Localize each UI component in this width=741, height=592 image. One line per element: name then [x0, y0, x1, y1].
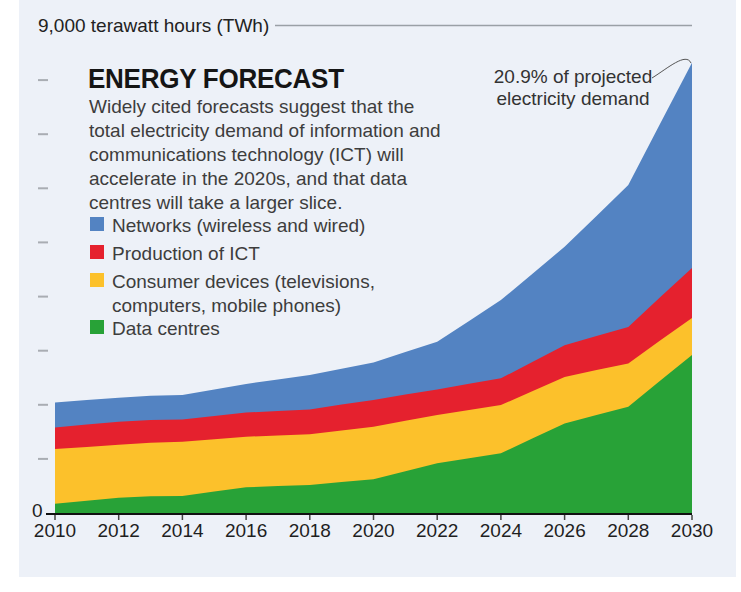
x-tick-label: 2016	[216, 520, 276, 542]
x-tick-label: 2010	[25, 520, 85, 542]
x-tick-label: 2024	[471, 520, 531, 542]
legend-item-production: Production of ICT	[90, 242, 260, 266]
peak-annotation: 20.9% of projected electricity demand	[473, 66, 673, 110]
description-line: total electricity demand of information …	[89, 119, 441, 143]
legend-item-networks: Networks (wireless and wired)	[90, 214, 365, 238]
x-tick-label: 2020	[344, 520, 404, 542]
y-axis-max-label: 9,000 terawatt hours (TWh)	[38, 15, 269, 37]
x-tick-label: 2012	[89, 520, 149, 542]
legend-label: Production of ICT	[112, 242, 260, 266]
description-line: accelerate in the 2020s, and that data	[89, 167, 441, 191]
x-tick-label: 2014	[152, 520, 212, 542]
chart-title: ENERGY FORECAST	[88, 63, 344, 95]
x-tick-label: 2018	[280, 520, 340, 542]
production-swatch	[90, 245, 104, 259]
x-tick-label: 2026	[535, 520, 595, 542]
legend-label: Data centres	[112, 317, 220, 341]
x-tick-label: 2022	[407, 520, 467, 542]
chart-description: Widely cited forecasts suggest that the …	[89, 95, 441, 215]
description-line: communications technology (ICT) will	[89, 143, 441, 167]
legend-label: Networks (wireless and wired)	[112, 214, 365, 238]
legend-item-consumer: Consumer devices (televisions, computers…	[90, 270, 422, 318]
consumer-swatch	[90, 273, 104, 287]
x-tick-label: 2028	[598, 520, 658, 542]
description-line: Widely cited forecasts suggest that the	[89, 95, 441, 119]
networks-swatch	[90, 217, 104, 231]
legend-item-data-centres: Data centres	[90, 317, 220, 341]
annotation-line-2: electricity demand	[473, 88, 673, 110]
description-line: centres will take a larger slice.	[89, 191, 441, 215]
y-axis-zero-label: 0	[32, 500, 43, 522]
data-centres-swatch	[90, 320, 104, 334]
annotation-line-1: 20.9% of projected	[473, 66, 673, 88]
legend-label: Consumer devices (televisions, computers…	[112, 270, 422, 318]
x-tick-label: 2030	[662, 520, 722, 542]
